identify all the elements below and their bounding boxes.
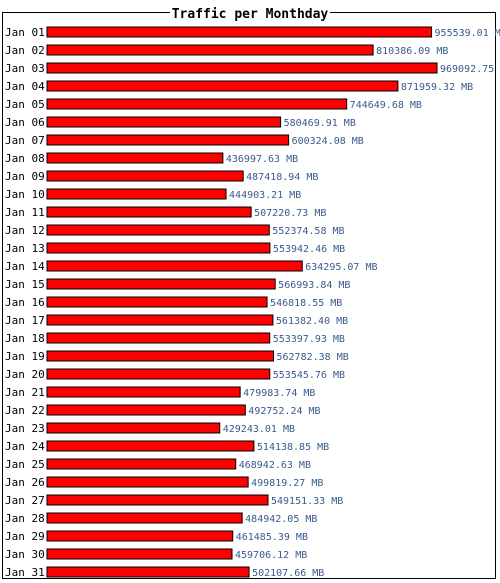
value-label: 580469.91 MB	[284, 118, 356, 129]
value-label: 955539.01 MB	[435, 28, 500, 39]
value-label: 810386.09 MB	[376, 46, 448, 57]
value-label: 553545.76 MB	[273, 370, 345, 381]
bar	[46, 512, 243, 524]
value-label: 436997.63 MB	[226, 154, 298, 165]
value-label: 562782.38 MB	[276, 352, 348, 363]
bar	[46, 314, 274, 326]
category-label: Jan 17	[5, 314, 45, 327]
bar	[46, 440, 255, 452]
category-label: Jan 24	[5, 440, 45, 453]
category-label: Jan 31	[5, 566, 45, 579]
bar	[46, 530, 234, 542]
bar	[46, 224, 270, 236]
value-label: 553942.46 MB	[273, 244, 345, 255]
bar	[46, 278, 276, 290]
bar	[46, 44, 374, 56]
category-label: Jan 26	[5, 476, 45, 489]
value-label: 566993.84 MB	[278, 280, 350, 291]
category-label: Jan 02	[5, 44, 45, 57]
category-label: Jan 22	[5, 404, 45, 417]
bar	[46, 152, 224, 164]
value-label: 514138.85 MB	[257, 442, 329, 453]
value-label: 552374.58 MB	[272, 226, 344, 237]
value-label: 502107.66 MB	[252, 568, 324, 579]
value-label: 499819.27 MB	[251, 478, 323, 489]
category-label: Jan 03	[5, 62, 45, 75]
category-label: Jan 04	[5, 80, 45, 93]
category-label: Jan 28	[5, 512, 45, 525]
category-label: Jan 29	[5, 530, 45, 543]
value-label: 459706.12 MB	[235, 550, 307, 561]
value-label: 484942.05 MB	[245, 514, 317, 525]
bar	[46, 404, 246, 416]
category-label: Jan 09	[5, 170, 45, 183]
bar	[46, 206, 252, 218]
bar	[46, 260, 303, 272]
category-label: Jan 30	[5, 548, 45, 561]
bar	[46, 476, 249, 488]
bar	[46, 188, 227, 200]
category-label: Jan 06	[5, 116, 45, 129]
value-label: 468942.63 MB	[239, 460, 311, 471]
value-label: 487418.94 MB	[246, 172, 318, 183]
bar	[46, 566, 250, 578]
category-label: Jan 21	[5, 386, 45, 399]
bar	[46, 386, 241, 398]
value-label: 871959.32 MB	[401, 82, 473, 93]
category-label: Jan 11	[5, 206, 45, 219]
bar	[46, 26, 433, 38]
category-label: Jan 08	[5, 152, 45, 165]
category-label: Jan 05	[5, 98, 45, 111]
category-label: Jan 12	[5, 224, 45, 237]
value-label: 744649.68 MB	[350, 100, 422, 111]
category-label: Jan 01	[5, 26, 45, 39]
value-label: 507220.73 MB	[254, 208, 326, 219]
bar	[46, 494, 269, 506]
value-label: 969092.75 MB	[440, 64, 500, 75]
bar	[46, 350, 274, 362]
category-label: Jan 13	[5, 242, 45, 255]
category-label: Jan 10	[5, 188, 45, 201]
bar	[46, 134, 290, 146]
value-label: 492752.24 MB	[248, 406, 320, 417]
category-label: Jan 15	[5, 278, 45, 291]
value-label: 546818.55 MB	[270, 298, 342, 309]
bar	[46, 368, 271, 380]
value-label: 429243.01 MB	[223, 424, 295, 435]
category-label: Jan 23	[5, 422, 45, 435]
bar	[46, 242, 271, 254]
category-label: Jan 16	[5, 296, 45, 309]
bar	[46, 458, 237, 470]
bar	[46, 548, 233, 560]
category-label: Jan 27	[5, 494, 45, 507]
category-label: Jan 18	[5, 332, 45, 345]
category-label: Jan 14	[5, 260, 45, 273]
bar	[46, 80, 399, 92]
value-label: 461485.39 MB	[236, 532, 308, 543]
bar	[46, 98, 348, 110]
bar	[46, 170, 244, 182]
bar	[46, 422, 221, 434]
value-label: 479983.74 MB	[243, 388, 315, 399]
category-label: Jan 07	[5, 134, 45, 147]
bar	[46, 62, 438, 74]
value-label: 634295.07 MB	[305, 262, 377, 273]
bar	[46, 116, 282, 128]
value-label: 553397.93 MB	[273, 334, 345, 345]
value-label: 549151.33 MB	[271, 496, 343, 507]
category-label: Jan 19	[5, 350, 45, 363]
value-label: 444903.21 MB	[229, 190, 301, 201]
value-label: 561382.40 MB	[276, 316, 348, 327]
value-label: 600324.08 MB	[292, 136, 364, 147]
bar	[46, 332, 271, 344]
bar	[46, 296, 268, 308]
category-label: Jan 20	[5, 368, 45, 381]
category-label: Jan 25	[5, 458, 45, 471]
